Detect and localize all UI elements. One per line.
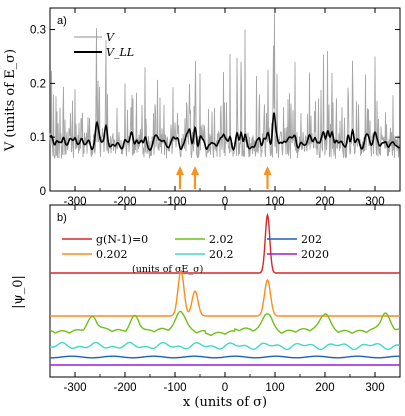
panel-b-ticks: -300 -200 -100 0 100 200 300 [49,205,401,394]
series-4-line [50,355,400,359]
legend-202c-label: 202 [301,233,322,246]
a-ytick-label-3: 0.3 [30,25,46,37]
series-3-line [49,341,401,351]
a-ytick-label-2: 0.2 [30,78,46,90]
legend-g0-label: g(N-1)=0 [96,233,148,246]
legend-units-note: (units of σE_σ) [132,264,203,275]
b-xtick-label-0: -300 [63,382,86,394]
b-xtick-label-2: -100 [163,382,186,394]
series-0-line [50,212,400,274]
legend-2020-label: 2020 [301,248,329,261]
b-xtick-label-3: 0 [222,382,228,394]
arrow-head-1 [191,166,199,175]
b-xtick-label-5: 200 [315,382,334,394]
panel-b-frame [49,204,401,378]
b-xtick-label-4: 100 [265,382,284,394]
legend-V-label: V [106,31,115,44]
series-1-line [50,269,400,317]
a-ytick-label-1: 0.1 [30,132,46,144]
legend-202a-label: 2.02 [209,233,234,246]
panel-b-series [49,212,401,366]
panel-a-series [49,13,400,159]
legend-VLL-label: V_LL [106,46,134,59]
series-V-line [49,13,400,159]
panel-b-xlabel: x (units of σ) [183,395,267,410]
panel-a-legend: V V_LL [74,31,134,59]
a-ytick-label-0: 0 [40,186,46,198]
panel-b-ylabel: |ψ_0| [11,275,26,309]
panel-b-label: b) [57,212,67,224]
panel-a-ylabel: V (units of E_σ) [3,49,18,152]
legend-202b-label: 20.2 [209,248,234,261]
panel-a-label: a) [57,15,67,27]
series-VLL-line [49,112,400,152]
a-xtick-label-3: 0 [222,196,228,208]
b-xtick-label-1: -200 [113,382,136,394]
legend-0202-label: 0.202 [96,248,128,261]
b-xtick-label-6: 300 [365,382,384,394]
arrow-head-0 [176,166,184,175]
arrow-head-2 [263,166,272,175]
panel-b-legend: g(N-1)=0 0.202 2.02 20.2 202 2020 (units… [62,233,329,275]
series-2-line [49,310,401,337]
panel-a-arrows [176,166,272,189]
